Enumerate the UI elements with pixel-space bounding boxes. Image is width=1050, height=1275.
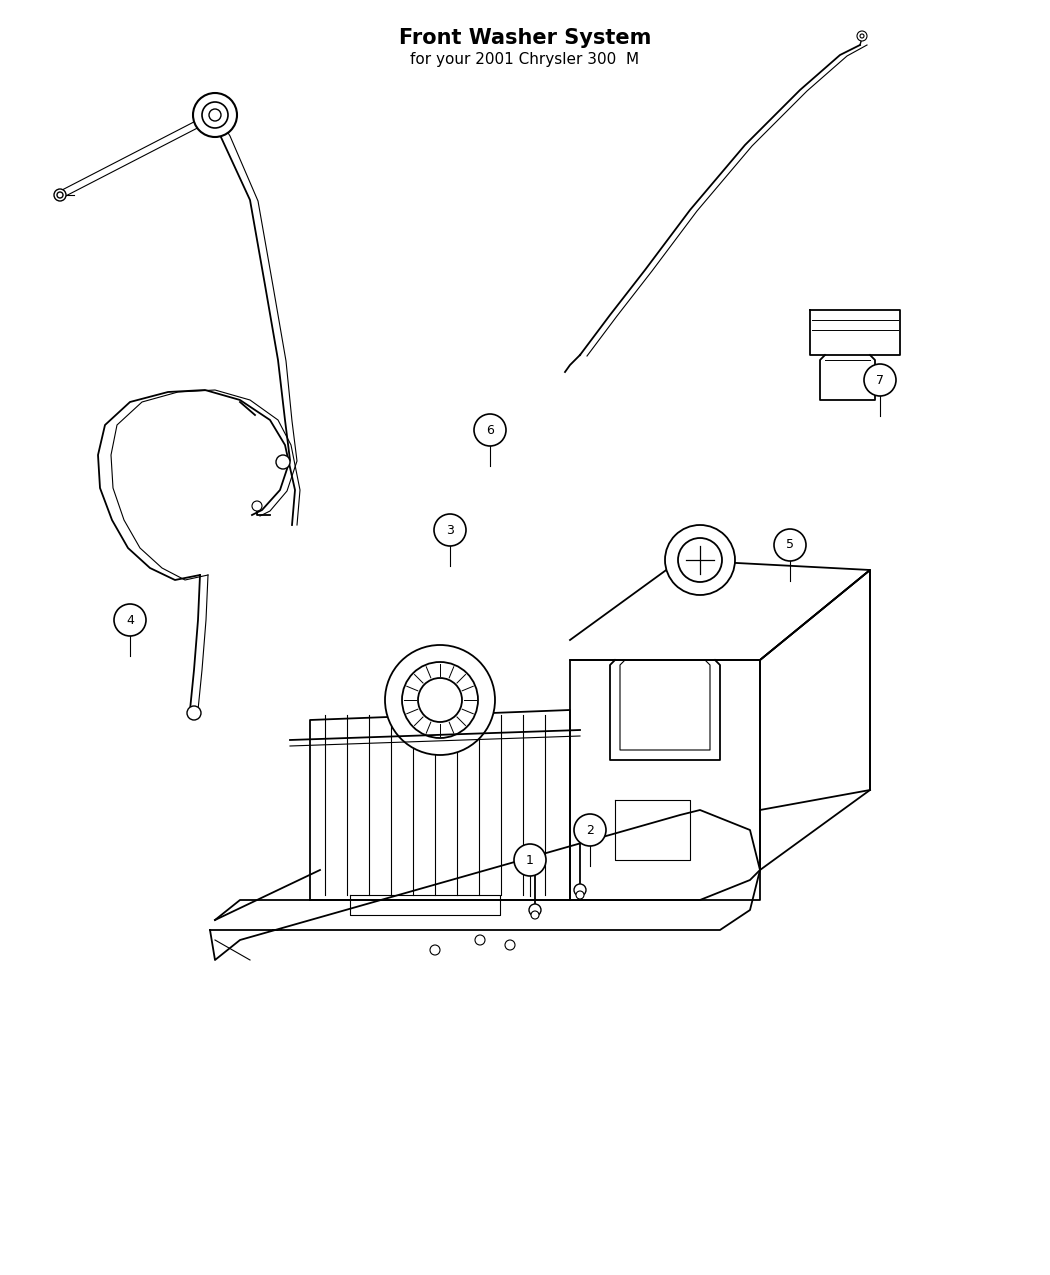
Circle shape xyxy=(857,31,867,41)
Circle shape xyxy=(385,645,495,755)
Circle shape xyxy=(54,189,66,201)
Circle shape xyxy=(531,912,539,919)
Circle shape xyxy=(402,662,478,738)
Circle shape xyxy=(276,455,290,469)
Circle shape xyxy=(475,935,485,945)
Circle shape xyxy=(529,904,541,915)
Circle shape xyxy=(514,844,546,876)
Circle shape xyxy=(193,93,237,136)
Circle shape xyxy=(678,538,722,581)
Circle shape xyxy=(574,813,606,847)
Circle shape xyxy=(505,940,514,950)
Circle shape xyxy=(576,891,584,899)
Text: 3: 3 xyxy=(446,524,454,537)
Circle shape xyxy=(574,884,586,896)
Circle shape xyxy=(209,108,220,121)
Circle shape xyxy=(57,193,63,198)
Text: 6: 6 xyxy=(486,423,494,436)
Circle shape xyxy=(418,678,462,722)
Circle shape xyxy=(474,414,506,446)
Circle shape xyxy=(202,102,228,128)
Text: 2: 2 xyxy=(586,824,594,836)
Text: Front Washer System: Front Washer System xyxy=(399,28,651,48)
Circle shape xyxy=(114,604,146,636)
Text: for your 2001 Chrysler 300  M: for your 2001 Chrysler 300 M xyxy=(411,52,639,68)
Circle shape xyxy=(665,525,735,595)
Circle shape xyxy=(430,945,440,955)
Circle shape xyxy=(864,363,896,397)
Circle shape xyxy=(252,501,262,511)
Circle shape xyxy=(860,34,864,38)
Text: 7: 7 xyxy=(876,374,884,386)
Circle shape xyxy=(187,706,201,720)
Circle shape xyxy=(774,529,806,561)
Circle shape xyxy=(434,514,466,546)
Text: 4: 4 xyxy=(126,613,134,626)
Text: 5: 5 xyxy=(786,538,794,552)
Text: 1: 1 xyxy=(526,853,534,867)
